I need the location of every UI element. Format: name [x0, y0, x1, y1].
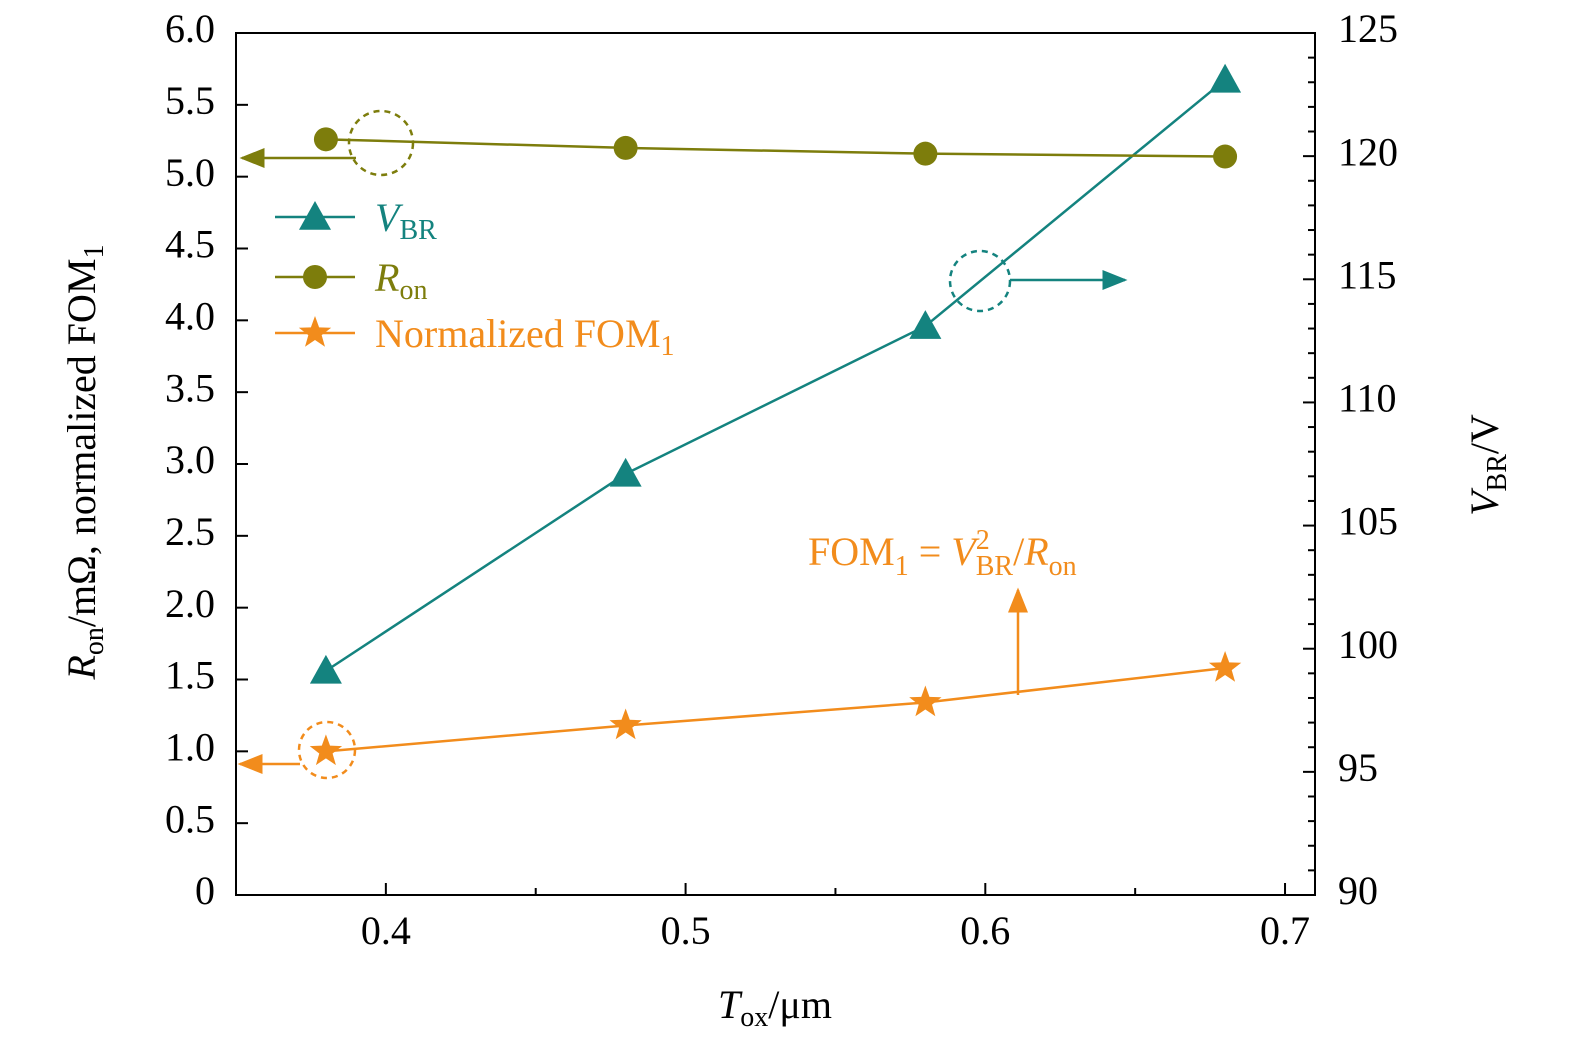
legend-label-part: 1	[661, 331, 675, 362]
label-part: on	[79, 627, 110, 655]
point	[609, 708, 642, 740]
point	[309, 734, 343, 766]
callout-circle	[347, 109, 415, 177]
y-tick-label: 3.0	[165, 437, 215, 482]
y2-tick-label: 105	[1338, 499, 1398, 544]
legend-label-part: V	[375, 195, 404, 240]
y-tick-label: 5.5	[165, 78, 215, 123]
plot-area: 0.4 0.5 0.6 0.7 0 0.5 1.0 1.5 2.0 2.5 3.0 3.5 4.0 4.5…	[165, 6, 1398, 953]
y2-tick-label: 90	[1338, 868, 1378, 913]
point	[309, 654, 342, 684]
y2-tick-label: 95	[1338, 745, 1378, 790]
point	[613, 135, 638, 160]
callout-circle	[297, 720, 357, 780]
y2-tick-label: 115	[1338, 252, 1397, 297]
y-tick-label: 3.5	[165, 365, 215, 410]
y2-tick-label: 125	[1338, 6, 1398, 51]
formula-annotation: FOM1 = V2 BR/Ron	[808, 525, 1077, 582]
y2-tick-label: 100	[1338, 622, 1398, 667]
y2-axis-label: VBR/V	[1462, 414, 1513, 516]
annotation-part: on	[1049, 551, 1077, 582]
point	[909, 685, 942, 717]
x-tick-label: 0.7	[1260, 908, 1310, 953]
y-tick-label: 4.5	[165, 222, 215, 267]
annotation-part: 2	[976, 525, 990, 556]
label-part: T	[718, 982, 743, 1027]
y-tick-label: 1.5	[165, 653, 215, 698]
legend-label-part: BR	[399, 215, 437, 246]
x-tick-label: 0.6	[960, 908, 1010, 953]
label-part: ox	[740, 1002, 768, 1033]
point	[313, 127, 338, 152]
annotations	[237, 109, 1128, 780]
point	[1208, 651, 1242, 682]
legend-marker	[303, 265, 327, 289]
annotation-part: R	[1023, 529, 1048, 574]
label-part: BR	[1482, 454, 1513, 492]
label-part: /mΩ, normalized FOM	[59, 258, 104, 627]
point	[913, 141, 938, 166]
label-part: V	[1462, 487, 1507, 516]
legend-label-part: R	[374, 255, 399, 300]
y-axis-label: Ron/mΩ, normalized FOM1	[59, 244, 110, 680]
y-tick-label: 1.0	[165, 725, 215, 770]
point	[909, 310, 942, 339]
y-tick-label: 2.0	[165, 581, 215, 626]
series-line	[325, 78, 1226, 672]
legend-label: VBR	[375, 195, 437, 246]
point	[609, 457, 642, 487]
y2-tick-label: 120	[1338, 129, 1398, 174]
legend-label: Ron	[374, 255, 427, 306]
annotation-part: /	[1013, 529, 1025, 574]
legend-label-part: on	[399, 275, 427, 306]
point	[1209, 63, 1242, 93]
legend-marker	[299, 201, 331, 230]
annotation-part: V	[951, 529, 980, 574]
y-tick-label: 5.0	[165, 150, 215, 195]
annotation-part: FOM	[808, 529, 895, 574]
legend-label: Normalized FOM1	[375, 311, 675, 362]
y2-tick-label: 110	[1338, 376, 1397, 421]
annotation-part: BR	[976, 551, 1014, 582]
legend-marker	[298, 316, 332, 347]
series-line	[325, 666, 1226, 753]
x-tick-label: 0.4	[361, 908, 411, 953]
point	[1213, 144, 1238, 169]
label-part: /μm	[768, 982, 832, 1027]
annotation-part: =	[909, 529, 952, 574]
y-tick-label: 2.5	[165, 509, 215, 554]
y-tick-label: 0.5	[165, 796, 215, 841]
x-axis-label: Tox/μm	[718, 982, 832, 1033]
y-tick-label: 6.0	[165, 6, 215, 51]
label-part: 1	[79, 244, 110, 258]
annotation-part: 1	[895, 551, 909, 582]
series-line	[325, 138, 1226, 158]
y-tick-label: 4.0	[165, 294, 215, 339]
label-part: R	[59, 655, 104, 680]
legend-label-part: Normalized FOM	[375, 311, 661, 356]
plot-frame	[235, 32, 1316, 896]
y-tick-label: 0	[195, 868, 215, 913]
label-part: /V	[1462, 414, 1507, 454]
x-tick-label: 0.5	[661, 908, 711, 953]
